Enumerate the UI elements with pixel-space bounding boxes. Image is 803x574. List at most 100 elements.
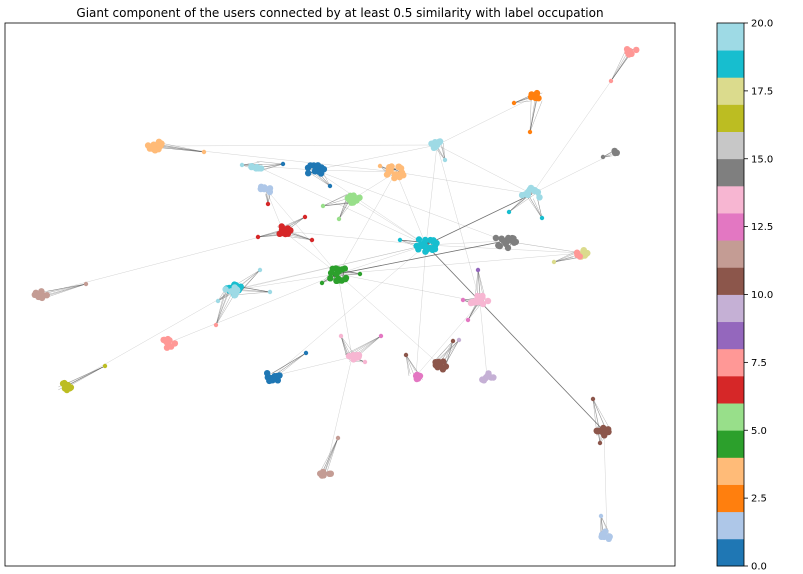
user-node (417, 242, 424, 250)
colorbar-tick-label: 12.5 (751, 222, 773, 233)
user-node (429, 238, 436, 245)
edge (415, 244, 427, 377)
user-node (303, 350, 309, 356)
plot-frame (4, 22, 676, 567)
user-node (598, 513, 604, 519)
edge (325, 437, 339, 472)
edge (405, 354, 416, 378)
user-node (350, 351, 357, 359)
edge (436, 144, 533, 195)
edge (215, 289, 226, 326)
user-node (362, 359, 368, 365)
user-node (440, 358, 447, 365)
user-node (475, 267, 481, 273)
user-node (155, 140, 163, 148)
user-node (314, 162, 322, 169)
edge (436, 144, 481, 303)
user-node (415, 236, 423, 243)
edge (282, 230, 427, 246)
edge (467, 303, 482, 321)
user-node (460, 297, 466, 303)
user-node (527, 184, 535, 192)
user-node (511, 100, 517, 106)
edge (234, 273, 339, 291)
edge (553, 253, 575, 263)
user-node (248, 163, 255, 170)
edge (508, 193, 536, 213)
user-node (608, 78, 614, 84)
user-node (335, 275, 342, 283)
edge (337, 273, 441, 366)
user-node (267, 377, 275, 384)
user-node (264, 370, 271, 377)
user-node (527, 129, 533, 135)
edge (436, 95, 537, 146)
user-node (171, 340, 179, 347)
edge (40, 230, 284, 295)
user-node (231, 292, 238, 299)
edge (340, 335, 347, 357)
user-node (213, 322, 219, 328)
user-node (490, 374, 497, 381)
edge (240, 269, 261, 293)
edge (610, 54, 627, 82)
edge (217, 293, 230, 302)
colorbar-segment (717, 77, 744, 105)
edge (395, 171, 427, 246)
user-node (261, 184, 268, 191)
edge (256, 161, 284, 165)
colorbar-segment (717, 457, 744, 485)
edge (531, 151, 617, 195)
edge (234, 269, 261, 286)
user-node (431, 139, 439, 146)
user-node (533, 89, 541, 97)
edge (308, 166, 331, 187)
user-node (222, 286, 229, 293)
edge (353, 335, 382, 354)
user-node (327, 275, 334, 282)
edge (425, 244, 583, 254)
user-node (611, 149, 619, 157)
user-node (442, 363, 450, 370)
user-node (506, 209, 512, 215)
user-node (403, 352, 409, 358)
user-node (397, 237, 403, 243)
user-node (600, 154, 606, 160)
edge (337, 244, 427, 275)
edge (508, 195, 529, 213)
user-node (601, 432, 608, 439)
user-node (387, 167, 394, 174)
edge (444, 340, 454, 368)
colorbar-segment (717, 185, 744, 214)
user-node (307, 162, 314, 169)
edge (281, 216, 306, 228)
user-node (338, 333, 344, 339)
user-node (338, 266, 346, 273)
user-node (253, 163, 261, 171)
edge (272, 244, 427, 377)
edge (68, 365, 106, 384)
edge (314, 169, 397, 173)
user-node (276, 372, 283, 379)
edge (64, 289, 236, 388)
colorbar-segment (717, 104, 744, 132)
user-node (504, 244, 512, 252)
user-node (378, 333, 384, 339)
graph-nodes (31, 46, 640, 542)
colorbar-segment (717, 50, 744, 78)
user-node (396, 171, 403, 178)
user-node (342, 275, 349, 283)
edge (47, 283, 87, 298)
colorbar-segment (717, 131, 744, 160)
colorbar-tick-label: 2.5 (751, 494, 767, 505)
edge (395, 171, 533, 195)
user-node (484, 297, 492, 305)
user-node (326, 470, 333, 477)
user-node (317, 470, 324, 477)
user-node (201, 149, 207, 155)
user-node (429, 246, 436, 253)
colorbar-segment (717, 511, 744, 540)
user-node (436, 138, 444, 146)
user-node (319, 280, 325, 286)
